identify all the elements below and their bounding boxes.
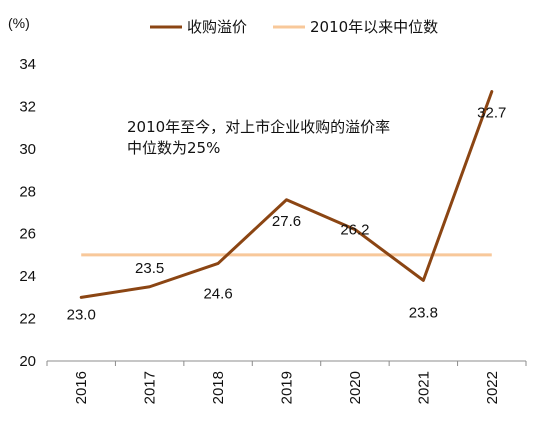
y-tick-label-26: 26: [19, 226, 36, 243]
y-tick-label-28: 28: [19, 183, 36, 200]
legend-label-median: 2010年以来中位数: [310, 18, 438, 36]
data-label-2019: 27.6: [272, 213, 301, 230]
y-tick-label-22: 22: [19, 311, 36, 328]
annotation: 2010年至今，对上市企业收购的溢价率 中位数为25%: [127, 118, 390, 157]
y-tick-label-30: 30: [19, 141, 36, 158]
x-tick-label-2021: 2021: [415, 371, 432, 404]
x-tick-label-2019: 2019: [279, 371, 296, 404]
annotation-line-1: 2010年至今，对上市企业收购的溢价率: [127, 118, 390, 136]
series-layer: [79, 90, 494, 299]
x-axis: 2016 2017 2018 2019 2020 2021 2022: [46, 360, 527, 404]
y-tick-label-20: 20: [19, 353, 36, 370]
x-tick-label-2020: 2020: [347, 371, 364, 404]
data-label-2018: 24.6: [203, 285, 232, 302]
y-axis: 20 22 24 26 28 30 32 34: [19, 56, 36, 370]
legend: 收购溢价 2010年以来中位数: [150, 18, 438, 36]
data-labels-layer: 23.0 23.5 24.6 27.6 26.2 23.8 32.7: [67, 105, 507, 324]
data-label-2017: 23.5: [135, 260, 164, 277]
data-label-2022: 32.7: [477, 105, 506, 122]
y-unit-label: (%): [8, 15, 30, 31]
x-tick-label-2022: 2022: [484, 371, 501, 404]
x-tick-label-2016: 2016: [73, 371, 90, 404]
annotation-line-2: 中位数为25%: [127, 139, 220, 157]
legend-label-acquisition-premium: 收购溢价: [187, 18, 247, 36]
data-label-2016: 23.0: [67, 306, 96, 323]
y-tick-label-24: 24: [19, 268, 36, 285]
x-tick-label-2017: 2017: [142, 371, 159, 404]
data-label-2021: 23.8: [409, 304, 438, 321]
y-tick-label-34: 34: [19, 56, 36, 73]
series-line-acquisition-premium: [79, 90, 494, 299]
x-tick-label-2018: 2018: [210, 371, 227, 404]
data-label-2020: 26.2: [340, 221, 369, 238]
y-tick-label-32: 32: [19, 98, 36, 115]
